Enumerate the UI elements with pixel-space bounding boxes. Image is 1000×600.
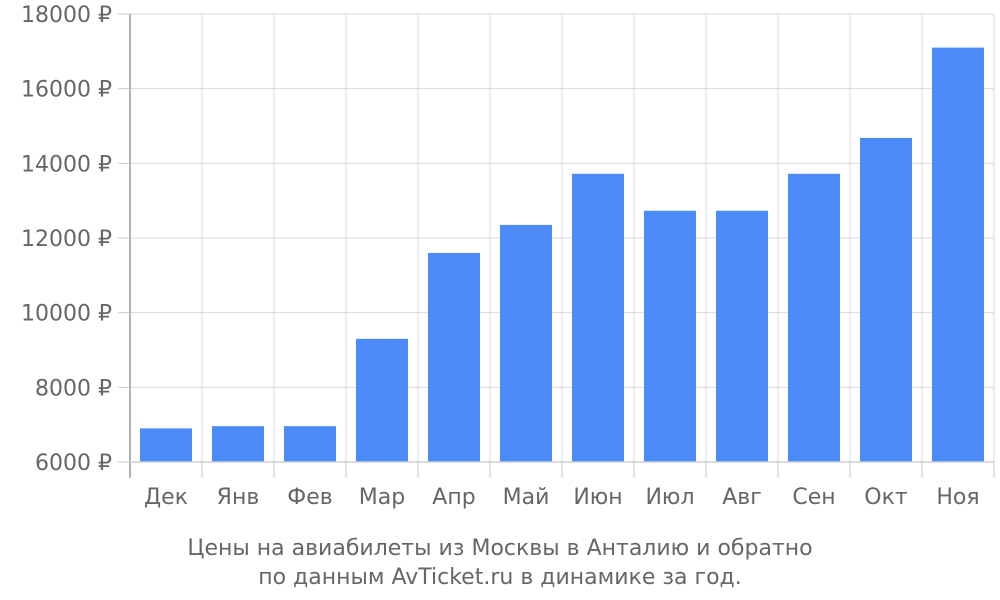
x-tick-label: Фев xyxy=(287,485,332,510)
x-tick-label: Июл xyxy=(645,485,694,510)
bar-6 xyxy=(500,224,552,462)
bar-12 xyxy=(932,47,984,462)
bar-10 xyxy=(788,173,840,462)
x-tick-label: Окт xyxy=(864,485,908,510)
y-tick-label: 12000 ₽ xyxy=(21,227,112,252)
x-tick-label: Сен xyxy=(792,485,835,510)
x-tick-label: Апр xyxy=(432,485,475,510)
chart-caption-line-1: Цены на авиабилеты из Москвы в Анталию и… xyxy=(187,536,812,561)
y-tick-label: 18000 ₽ xyxy=(21,3,112,28)
chart-caption-line-2: по данным AvTicket.ru в динамике за год. xyxy=(258,565,742,590)
bar-8 xyxy=(644,210,696,462)
x-tick-label: Мар xyxy=(359,485,405,510)
bar-4 xyxy=(356,338,408,462)
x-tick-label: Июн xyxy=(573,485,622,510)
bar-1 xyxy=(140,428,192,462)
bar-11 xyxy=(860,137,912,463)
y-axis-ticks: 6000 ₽ 8000 ₽ 10000 ₽ 12000 ₽ 14000 ₽ 16000 ₽… xyxy=(21,3,130,476)
x-tick-label: Ноя xyxy=(936,485,979,510)
x-tick-label: Дек xyxy=(144,485,188,510)
y-tick-label: 16000 ₽ xyxy=(21,78,112,103)
bar-9 xyxy=(716,210,768,462)
bar-3 xyxy=(284,426,336,462)
y-tick-label: 14000 ₽ xyxy=(21,152,112,177)
y-tick-label: 10000 ₽ xyxy=(21,302,112,327)
bar-7 xyxy=(572,173,624,462)
grid-lines xyxy=(130,13,995,463)
x-axis-ticks: Дек Янв Фев Мар Апр Май Июн Июл Авг Сен Окт Ноя xyxy=(144,462,995,510)
y-tick-label: 8000 ₽ xyxy=(35,376,112,401)
x-tick-label: Авг xyxy=(722,485,762,510)
y-tick-label: 6000 ₽ xyxy=(35,451,112,476)
bar-5 xyxy=(428,252,480,462)
x-tick-label: Май xyxy=(503,485,550,510)
x-tick-label: Янв xyxy=(217,485,260,510)
bar-2 xyxy=(212,426,264,462)
bars xyxy=(140,47,984,463)
